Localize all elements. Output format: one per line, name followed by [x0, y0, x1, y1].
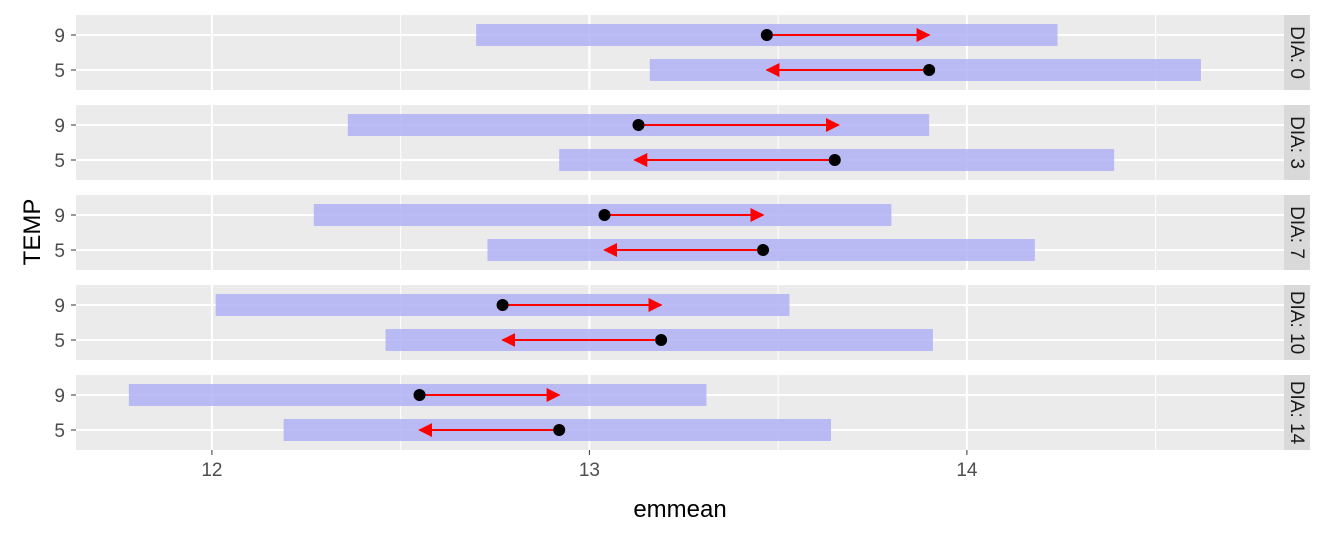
- emmean-point: [760, 29, 773, 41]
- x-tick-label: 13: [579, 460, 600, 481]
- x-axis-title: emmean: [633, 496, 726, 523]
- emmean-point: [923, 64, 936, 76]
- y-tick-label: 9: [54, 386, 65, 407]
- facet-strip-label: DIA: 14: [1286, 381, 1307, 445]
- emmean-point: [413, 389, 426, 401]
- facet-strip: [1284, 375, 1310, 450]
- y-tick-label: 5: [54, 331, 65, 352]
- emmean-point: [655, 334, 668, 346]
- facet-strip-label: DIA: 0: [1286, 26, 1307, 79]
- y-tick-label: 9: [54, 26, 65, 47]
- emmean-point: [757, 244, 770, 256]
- x-tick-label: 14: [956, 460, 978, 481]
- facet-strip-label: DIA: 10: [1286, 291, 1307, 354]
- emmean-point: [828, 154, 841, 166]
- facet-strip: [1284, 285, 1310, 360]
- facet-strip: [1284, 15, 1310, 90]
- emmean-point: [632, 119, 645, 131]
- y-tick-label: 9: [54, 296, 65, 317]
- emmean-point: [496, 299, 509, 311]
- y-tick-label: 5: [54, 151, 65, 172]
- emmean-point: [553, 424, 566, 436]
- facet-strip: [1284, 195, 1310, 270]
- facet-strip-label: DIA: 3: [1286, 116, 1307, 169]
- y-tick-label: 5: [54, 61, 65, 82]
- y-tick-label: 9: [54, 116, 65, 137]
- y-tick-label: 9: [54, 206, 65, 227]
- x-tick-label: 12: [201, 460, 222, 481]
- facet-strip: [1284, 105, 1310, 180]
- facet-strip-label: DIA: 7: [1286, 206, 1307, 259]
- y-axis-title: TEMP: [19, 199, 46, 266]
- y-tick-label: 5: [54, 421, 65, 442]
- y-tick-label: 5: [54, 241, 65, 262]
- emmean-point: [598, 209, 611, 221]
